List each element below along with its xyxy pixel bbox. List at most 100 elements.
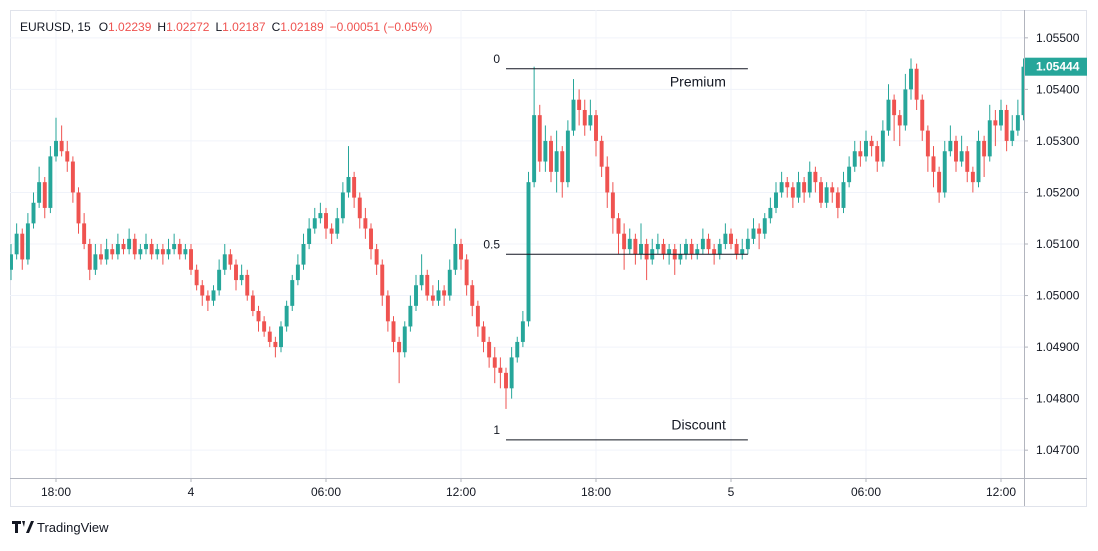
close-value: 1.02189 [280, 20, 324, 34]
candle-body [295, 264, 300, 281]
candle-body [509, 357, 514, 389]
last-price-label: 1.05444 [1036, 60, 1080, 74]
candle-body [352, 176, 357, 198]
candle-body [99, 254, 103, 260]
candle-body [790, 187, 795, 198]
candle-body [948, 140, 953, 152]
y-tick-label: 1.04800 [1036, 392, 1080, 406]
candle-body [622, 233, 627, 250]
candle-body [537, 115, 542, 162]
candle-body [729, 233, 733, 244]
candle-body [616, 218, 621, 234]
candle-body [942, 151, 947, 193]
candle-body [633, 238, 638, 255]
candle-body [1004, 109, 1009, 141]
candle-body [549, 140, 553, 172]
x-tick-label: 5 [728, 485, 735, 499]
candle-body [835, 192, 840, 208]
candle-body [369, 228, 373, 250]
candle-body [914, 68, 919, 100]
candle-body [273, 341, 278, 348]
candle-body [312, 218, 317, 229]
candle-body [768, 207, 773, 219]
candle-body [475, 305, 480, 327]
candle-body [464, 259, 469, 286]
candle-body [571, 99, 576, 131]
candle-body [970, 171, 975, 183]
annotation: Discount [671, 416, 726, 432]
candle-body [858, 151, 863, 157]
candle-body [627, 238, 632, 250]
candle-body [419, 274, 424, 286]
candle-body [903, 89, 908, 126]
fib-level-label: 0.5 [483, 237, 500, 251]
candle-body [65, 151, 70, 162]
candle-body [155, 249, 160, 255]
candle-body [144, 244, 148, 250]
candle-body [875, 146, 880, 162]
candle-body [937, 171, 942, 193]
candle-body [25, 223, 30, 260]
y-tick-label: 1.05000 [1036, 289, 1080, 303]
candle-body [892, 99, 897, 116]
candle-body [301, 244, 306, 265]
candle-body [93, 254, 98, 270]
candle-body [785, 182, 790, 188]
candle-body [886, 99, 891, 131]
candle-body [560, 151, 565, 183]
candle-body [374, 249, 379, 265]
candle-body [172, 244, 177, 250]
candle-body [470, 285, 475, 306]
candle-body [852, 151, 857, 167]
candle-body [318, 213, 323, 219]
candle-body [1010, 130, 1015, 141]
candle-body [205, 295, 210, 301]
candle-body [487, 341, 492, 358]
change: −0.00051 (−0.05%) [330, 20, 433, 34]
y-tick-label: 1.05300 [1036, 134, 1080, 148]
candle-body [335, 218, 340, 234]
candle-body [965, 151, 970, 172]
candle-body [48, 156, 53, 208]
candle-body [515, 341, 520, 358]
symbol: EURUSD, 15 [20, 20, 91, 34]
candle-body [813, 171, 818, 183]
candle-body [110, 249, 115, 255]
candle-body [290, 280, 295, 306]
candle-body [54, 140, 58, 157]
candle-body [599, 140, 604, 167]
candle-body [695, 249, 700, 255]
candle-body [329, 228, 334, 234]
candle-body [346, 176, 351, 193]
candle-body [897, 115, 902, 126]
candle-body [408, 305, 413, 327]
candle-body [830, 187, 835, 193]
logo-icon [12, 521, 34, 533]
candle-body [802, 182, 807, 193]
candle-body [166, 249, 171, 255]
candle-body [453, 244, 458, 270]
candle-body [459, 244, 463, 260]
candle-body [1021, 66, 1024, 116]
candle-body [149, 244, 154, 255]
candle-body [554, 151, 559, 172]
candle-body [284, 305, 289, 327]
candle-body [256, 311, 261, 322]
candle-body [841, 182, 846, 208]
candle-body [177, 244, 182, 255]
candle-body [667, 249, 672, 255]
candle-body [689, 244, 694, 255]
candle-body [385, 295, 390, 322]
candle-body [279, 326, 283, 348]
candle-body [717, 244, 722, 255]
candle-body [239, 274, 244, 281]
x-tick-label: 18:00 [581, 485, 611, 499]
candle-body [245, 274, 250, 296]
candle-body [644, 244, 649, 260]
candle-body [87, 244, 92, 270]
candle-body [920, 99, 925, 131]
candle-body [37, 182, 42, 203]
y-tick-label: 1.05400 [1036, 82, 1080, 96]
candle-body [267, 331, 272, 342]
